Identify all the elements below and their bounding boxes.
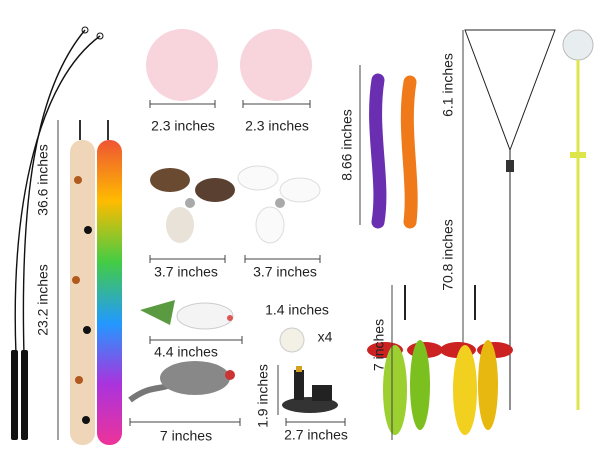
dimension-label: 4.4 inches	[154, 344, 218, 360]
dimension-label: 23.2 inches	[35, 264, 51, 336]
dimension-label: 1.9 inches	[255, 364, 271, 428]
quantity-label: x4	[318, 329, 333, 345]
dimension-label: 3.7 inches	[253, 264, 317, 280]
suction-cup	[279, 327, 305, 353]
feather-toy	[237, 165, 321, 244]
dimension-label: 36.6 inches	[35, 144, 51, 216]
wands	[11, 26, 104, 440]
dimension-label: 6.1 inches	[440, 53, 456, 117]
dimension-label: 3.7 inches	[154, 264, 218, 280]
dimension-label: 1.4 inches	[265, 302, 329, 318]
dimension-label: 70.8 inches	[440, 219, 456, 291]
sticks	[70, 120, 122, 445]
mouse-toy	[140, 300, 234, 330]
dimension-label: 7 inches	[371, 319, 387, 371]
string-frame	[464, 29, 594, 410]
dimension-label: 2.3 inches	[245, 118, 309, 134]
dimension-label: 7 inches	[160, 428, 212, 444]
feather-toy	[150, 168, 235, 243]
feather-bundle	[367, 285, 443, 435]
pompom	[146, 29, 218, 101]
dimension-label: 8.66 inches	[339, 109, 355, 181]
worm-toy	[400, 75, 418, 229]
mouse-toy	[128, 361, 235, 403]
pompom	[240, 29, 312, 101]
worm-toy	[369, 73, 387, 229]
dimension-label: 2.3 inches	[151, 118, 215, 134]
dimension-label: 2.7 inches	[284, 427, 348, 443]
feather-bundle	[440, 285, 513, 435]
suction-base	[282, 366, 338, 413]
